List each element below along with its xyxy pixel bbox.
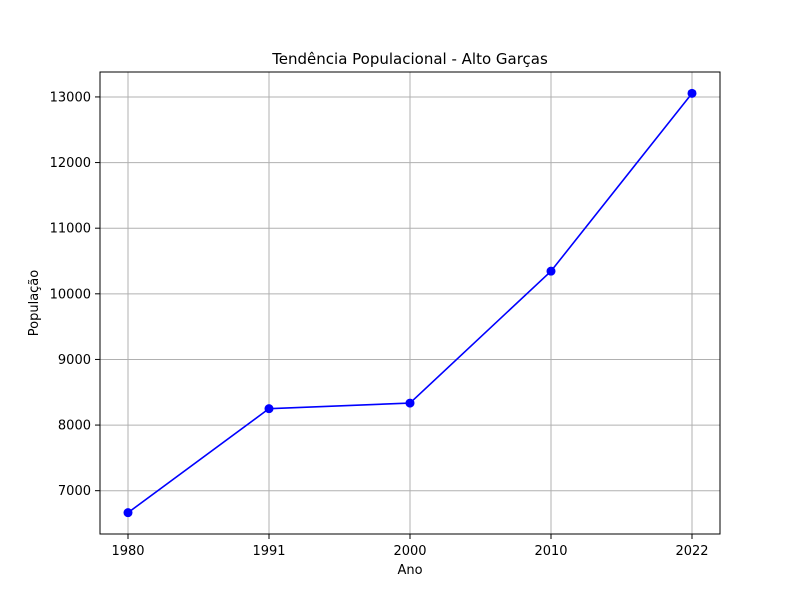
x-tick-label: 2010 [534,544,567,559]
y-tick-label: 7000 [58,484,91,499]
data-point [405,398,415,408]
x-tick-label: 2022 [675,544,708,559]
y-tick-label: 9000 [58,353,91,368]
chart-title: Tendência Populacional - Alto Garças [271,50,548,68]
data-point [687,88,697,98]
grid-layer [100,72,720,534]
x-tick-label: 1980 [111,544,144,559]
y-tick-label: 13000 [50,90,91,105]
data-point [546,266,556,276]
y-axis-label: População [27,270,42,337]
series-layer [123,88,697,518]
y-tick-label: 8000 [58,419,91,434]
y-tick-label: 10000 [50,287,91,302]
x-tick-label: 2000 [393,544,426,559]
ticks-layer: 1980 1991 2000 2010 2022 7000 8000 9000 10000 110… [50,90,709,559]
data-point [264,404,274,414]
y-tick-label: 11000 [50,222,91,237]
data-point [123,508,133,518]
x-axis-label: Ano [397,563,422,578]
x-tick-label: 1991 [252,544,285,559]
y-tick-label: 12000 [50,156,91,171]
